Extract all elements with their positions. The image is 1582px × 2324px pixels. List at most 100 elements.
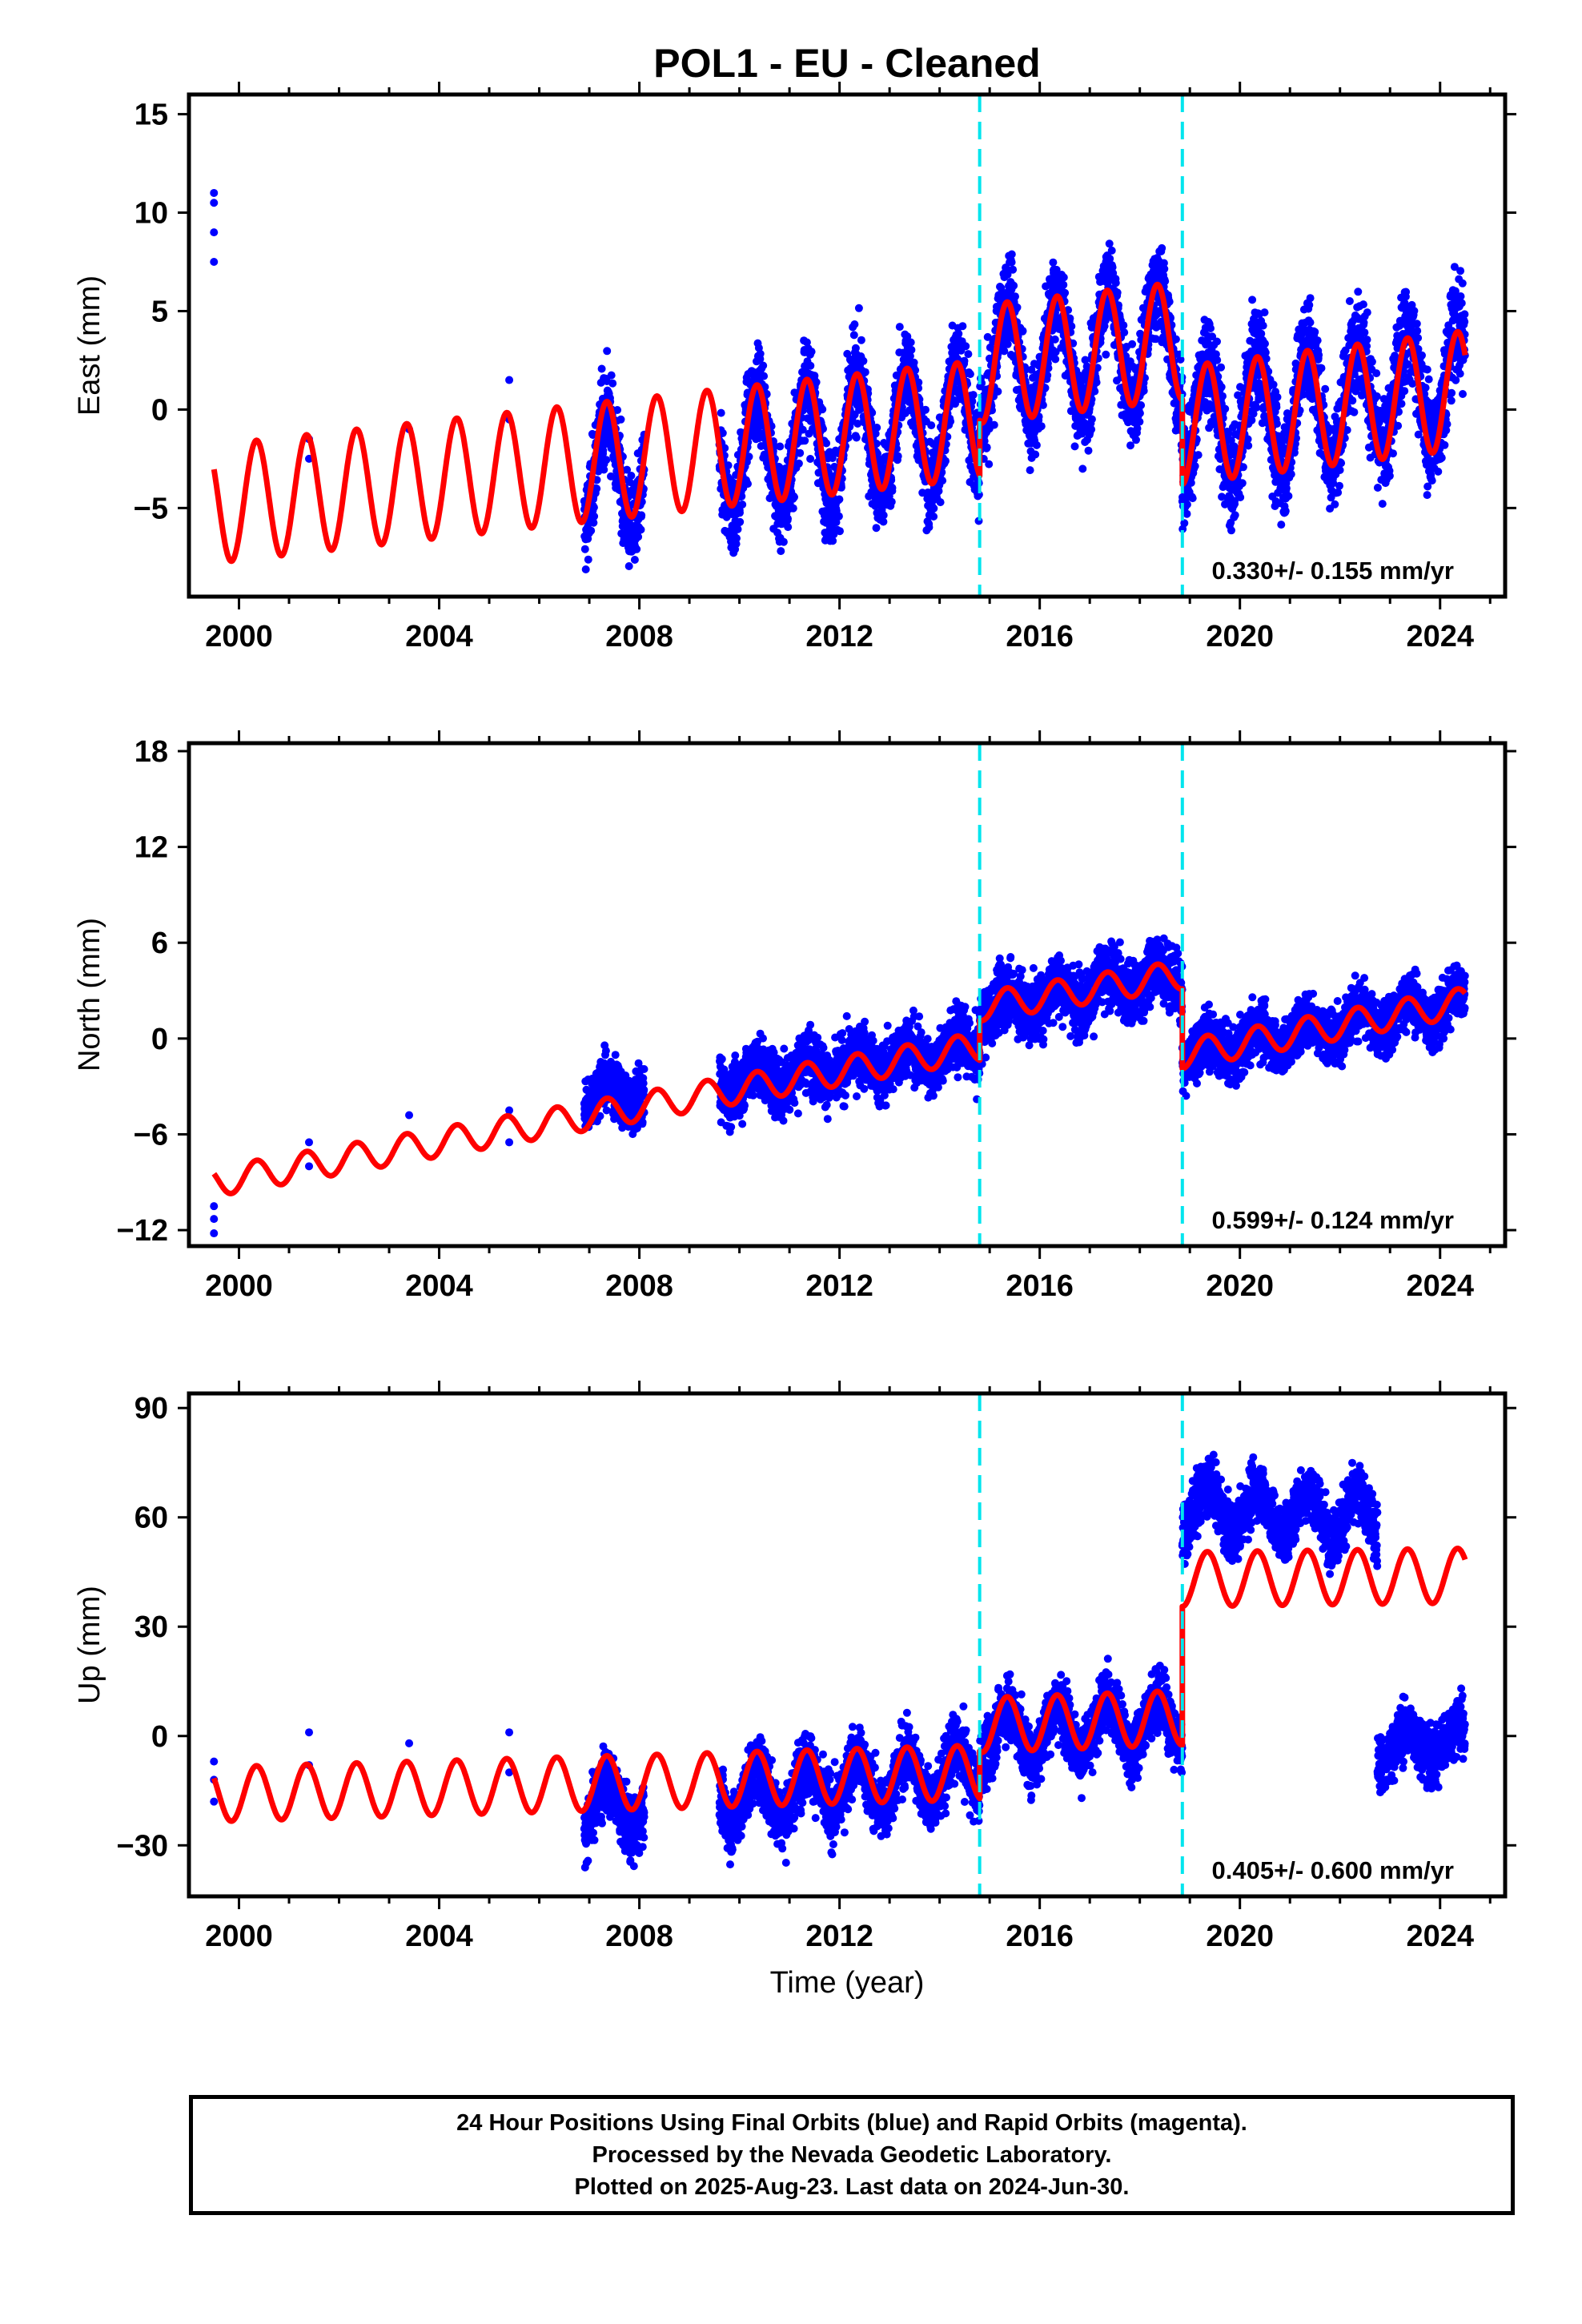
data-point — [1234, 391, 1243, 400]
data-point — [1026, 466, 1034, 475]
data-point — [1244, 441, 1253, 450]
figure-title: POL1 - EU - Cleaned — [653, 41, 1040, 86]
data-point — [1315, 351, 1323, 360]
data-point — [790, 493, 798, 501]
data-point — [1317, 364, 1326, 372]
data-point — [871, 429, 880, 438]
data-point — [1049, 258, 1058, 267]
data-point — [1067, 322, 1076, 331]
data-point — [906, 338, 915, 347]
data-point — [873, 424, 881, 432]
data-point — [623, 465, 632, 474]
data-point — [1159, 259, 1168, 267]
data-point — [1262, 354, 1271, 363]
data-point — [1385, 472, 1394, 480]
data-point — [1243, 435, 1252, 444]
data-point — [1287, 470, 1295, 479]
data-point — [1238, 479, 1247, 488]
data-point — [744, 480, 752, 489]
data-point — [1227, 436, 1235, 444]
data-point — [1255, 371, 1263, 380]
data-point — [634, 533, 643, 541]
data-point — [210, 188, 219, 197]
data-point — [1043, 371, 1052, 380]
data-point — [1087, 415, 1096, 424]
data-point — [603, 347, 612, 356]
data-point — [964, 350, 973, 359]
data-point — [1394, 421, 1403, 430]
data-point — [1151, 335, 1160, 344]
data-point — [962, 342, 970, 351]
data-point — [1105, 239, 1114, 248]
data-point — [587, 526, 596, 535]
data-point — [1360, 328, 1369, 337]
data-point — [1000, 347, 1009, 356]
data-point — [994, 387, 1002, 396]
data-point — [1176, 355, 1185, 364]
data-point — [1009, 265, 1018, 274]
data-point — [1078, 464, 1087, 473]
data-point — [1231, 511, 1239, 520]
data-point — [872, 524, 881, 533]
data-point — [1059, 280, 1068, 289]
data-point — [907, 345, 916, 354]
data-point — [1044, 364, 1053, 372]
data-point — [1133, 424, 1142, 432]
data-point — [1081, 356, 1090, 364]
data-point — [721, 444, 729, 452]
data-point — [822, 439, 831, 448]
data-point — [1013, 303, 1022, 312]
data-point — [1400, 387, 1409, 396]
data-point — [807, 348, 816, 356]
data-point — [1113, 288, 1122, 297]
data-point — [602, 456, 611, 464]
data-point — [589, 503, 598, 512]
data-point — [1397, 400, 1406, 408]
data-point — [1160, 264, 1169, 273]
data-point — [806, 455, 815, 463]
data-point — [1120, 328, 1129, 337]
data-point — [934, 487, 943, 496]
data-point — [733, 534, 741, 543]
data-point — [810, 372, 819, 380]
data-point — [802, 338, 811, 347]
data-point — [1126, 441, 1134, 450]
data-point — [581, 565, 590, 573]
data-point — [1050, 335, 1059, 344]
data-point — [1378, 500, 1387, 509]
data-point — [969, 391, 978, 400]
data-point — [1224, 429, 1233, 438]
data-point — [1306, 318, 1315, 327]
data-point — [1027, 365, 1036, 374]
data-point — [1334, 489, 1343, 497]
data-point — [879, 517, 888, 526]
data-point — [1306, 294, 1315, 303]
data-point — [1003, 340, 1012, 348]
data-point — [812, 378, 821, 387]
data-point — [1135, 417, 1144, 426]
data-point — [1363, 336, 1371, 344]
data-point — [930, 504, 938, 513]
data-point — [1010, 281, 1018, 290]
data-point — [1188, 494, 1197, 503]
data-point — [895, 323, 904, 332]
data-point — [784, 514, 792, 523]
data-point — [505, 376, 514, 384]
data-point — [1281, 507, 1290, 516]
data-point — [1389, 449, 1397, 458]
data-point — [210, 228, 219, 237]
data-point — [589, 518, 598, 527]
data-point — [613, 406, 622, 414]
data-point — [1213, 337, 1221, 346]
data-point — [1137, 401, 1146, 409]
data-point — [796, 448, 805, 457]
data-point — [1321, 384, 1330, 393]
data-point — [592, 485, 601, 493]
data-point — [1207, 324, 1215, 332]
data-point — [1007, 258, 1016, 267]
data-point — [779, 537, 788, 546]
data-point — [927, 421, 936, 430]
data-point — [608, 379, 617, 388]
data-point — [745, 452, 753, 461]
data-point — [1219, 392, 1227, 400]
